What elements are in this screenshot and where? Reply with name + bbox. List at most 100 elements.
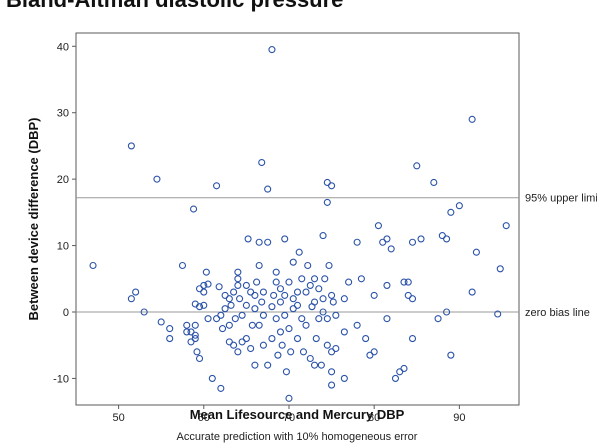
- data-point: [268, 335, 276, 343]
- data-point: [310, 275, 319, 283]
- y-tick-label: 30: [57, 108, 69, 120]
- data-point: [268, 303, 276, 311]
- data-point: [166, 335, 174, 343]
- data-point: [195, 354, 204, 363]
- data-point: [468, 288, 476, 296]
- data-point: [215, 283, 223, 291]
- data-point: [370, 348, 378, 356]
- data-point: [430, 178, 438, 187]
- data-point: [200, 301, 208, 309]
- data-point: [258, 298, 266, 306]
- data-point: [270, 291, 278, 299]
- data-point: [268, 46, 276, 54]
- data-point: [302, 288, 310, 296]
- data-point: [272, 268, 280, 276]
- data-point: [328, 381, 336, 389]
- data-point: [447, 351, 455, 359]
- data-point: [281, 291, 289, 299]
- data-point: [278, 341, 286, 349]
- data-point: [217, 311, 225, 319]
- data-point: [187, 338, 195, 346]
- data-point: [281, 235, 289, 243]
- data-point: [242, 335, 250, 343]
- data-point: [312, 335, 320, 343]
- data-point: [276, 298, 285, 306]
- data-point: [366, 351, 374, 359]
- data-point: [325, 261, 333, 270]
- data-point: [234, 281, 242, 289]
- data-point: [299, 348, 308, 356]
- data-point: [293, 301, 302, 309]
- data-point: [328, 348, 336, 356]
- data-point: [323, 341, 331, 349]
- data-point: [340, 295, 348, 303]
- data-point: [332, 344, 340, 353]
- data-point: [472, 248, 480, 256]
- data-point: [89, 261, 97, 270]
- data-point: [317, 361, 325, 369]
- data-point: [417, 235, 425, 243]
- data-point: [328, 291, 336, 299]
- data-point: [258, 158, 266, 167]
- data-point: [400, 364, 408, 373]
- data-point: [443, 235, 451, 243]
- data-point: [302, 321, 310, 329]
- data-point: [132, 288, 140, 296]
- data-point: [362, 335, 370, 343]
- data-point: [183, 328, 191, 336]
- data-point: [329, 298, 337, 306]
- data-point: [140, 308, 148, 316]
- data-point: [304, 261, 312, 270]
- x-tick-label: 80: [368, 412, 380, 424]
- data-point: [264, 361, 272, 369]
- data-point: [502, 222, 510, 230]
- y-axis-ticks: -10 0 10 20 30 40: [53, 41, 76, 385]
- data-point: [319, 295, 327, 303]
- data-point: [379, 238, 387, 246]
- data-point: [234, 348, 242, 356]
- data-point: [332, 311, 340, 319]
- data-point: [345, 278, 353, 286]
- data-point: [236, 295, 244, 303]
- data-point: [255, 321, 263, 329]
- data-point: [370, 291, 378, 299]
- data-point: [195, 285, 204, 293]
- data-point: [234, 268, 242, 276]
- data-point: [178, 261, 187, 270]
- x-axis-label: Mean Lifesource and Mercury DBP: [190, 407, 405, 422]
- data-point: [353, 321, 361, 329]
- data-point: [231, 315, 239, 323]
- data-point: [200, 281, 208, 289]
- data-point: [400, 278, 408, 286]
- data-point: [213, 315, 221, 323]
- data-point: [230, 288, 238, 296]
- data-points: [89, 46, 510, 402]
- data-point: [153, 175, 161, 183]
- upper-limit-label: 95% upper limit: [525, 193, 597, 205]
- data-point: [306, 281, 314, 289]
- x-tick-label: 90: [453, 412, 465, 424]
- data-point: [321, 275, 329, 283]
- data-point: [494, 310, 502, 318]
- data-point: [404, 278, 412, 286]
- data-point: [191, 321, 199, 329]
- data-point: [259, 311, 267, 319]
- data-point: [408, 335, 417, 343]
- data-point: [374, 222, 382, 230]
- data-point: [195, 303, 204, 311]
- data-point: [221, 305, 229, 313]
- data-point: [287, 348, 295, 356]
- data-point: [298, 315, 306, 323]
- data-point: [383, 235, 391, 243]
- zero-bias-label: zero bias line: [525, 307, 590, 319]
- data-point: [340, 328, 348, 336]
- data-point: [251, 305, 259, 313]
- data-point: [264, 238, 272, 246]
- data-point: [310, 298, 319, 306]
- data-point: [298, 275, 306, 283]
- data-point: [242, 301, 250, 309]
- data-point: [310, 361, 319, 369]
- data-point: [218, 325, 227, 333]
- data-point: [157, 318, 165, 326]
- data-point: [204, 315, 212, 323]
